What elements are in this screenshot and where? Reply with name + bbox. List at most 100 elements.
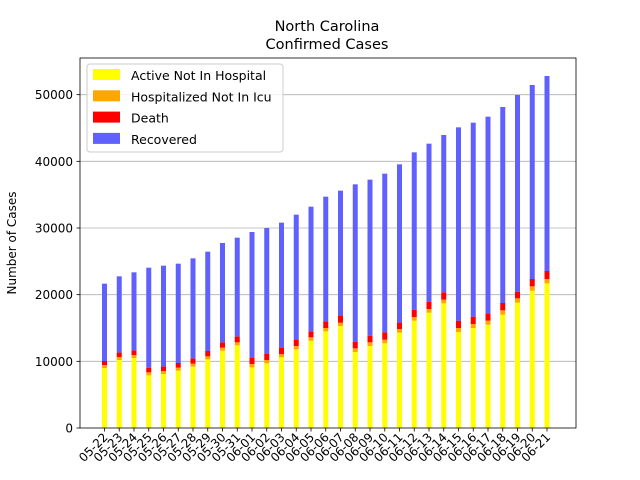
- bar-segment: [146, 372, 152, 376]
- bar-segment: [102, 283, 107, 361]
- bar-segment: [338, 326, 343, 428]
- bar-segment: [116, 352, 122, 357]
- y-tick-label: 0: [65, 422, 73, 436]
- legend-swatch: [93, 90, 120, 102]
- bar-segment: [529, 290, 535, 428]
- bar-segment: [470, 328, 476, 428]
- y-axis-label: Number of Cases: [5, 191, 19, 294]
- bar-segment: [426, 309, 432, 313]
- bar-segment: [515, 298, 520, 303]
- bar-segment: [234, 345, 240, 428]
- bar-segment: [308, 340, 314, 428]
- chart-title: North Carolina: [275, 19, 380, 35]
- bar-segment: [220, 350, 225, 428]
- bar-segment: [249, 232, 255, 358]
- bar-segment: [308, 206, 314, 332]
- bar-segment: [352, 348, 358, 352]
- bar-segment: [338, 316, 343, 323]
- bar-segment: [426, 301, 432, 309]
- bar-segment: [515, 95, 520, 292]
- y-tick-label: 30000: [35, 222, 73, 236]
- y-tick-label: 20000: [35, 288, 73, 302]
- bar-segment: [411, 320, 417, 428]
- bar-segment: [367, 335, 373, 343]
- bar-segment: [411, 309, 417, 317]
- bar-segment: [456, 127, 461, 321]
- bar-segment: [515, 291, 520, 299]
- bar-segment: [264, 360, 270, 364]
- bar-segment: [146, 267, 152, 368]
- bar-segment: [323, 321, 329, 328]
- bar-segment: [426, 312, 432, 428]
- bar-segment: [279, 354, 284, 358]
- bar-segment: [426, 143, 432, 302]
- bar-segment: [116, 360, 122, 428]
- bar-segment: [249, 367, 255, 428]
- bar-segment: [308, 331, 314, 338]
- bar-segment: [190, 363, 196, 367]
- bar-segment: [102, 361, 107, 365]
- bar-segment: [352, 352, 358, 428]
- legend: Active Not In Hospital Hospitalized Not I…: [86, 63, 284, 153]
- bar-segment: [470, 324, 476, 328]
- bar-segment: [529, 286, 535, 291]
- plot-frame: [79, 57, 577, 429]
- bar-segment: [456, 332, 461, 428]
- bar-segment: [131, 358, 137, 428]
- bar-segment: [293, 214, 299, 340]
- bar-segment: [205, 356, 211, 360]
- bar-segment: [205, 359, 211, 428]
- bar-segment: [161, 366, 166, 371]
- bar-segment: [205, 351, 211, 357]
- bar-segment: [500, 107, 506, 303]
- bar-segment: [470, 316, 476, 324]
- bar-segment: [264, 363, 270, 428]
- bar-segment: [456, 320, 461, 328]
- bar-segment: [411, 152, 417, 310]
- bar-segment: [220, 342, 225, 348]
- bar-segment: [456, 328, 461, 332]
- legend-box: [86, 63, 284, 153]
- bar-segment: [323, 328, 329, 332]
- legend-label: Hospitalized Not In Icu: [131, 89, 272, 104]
- bar-segment: [529, 85, 535, 279]
- bar-segment: [470, 122, 476, 317]
- bar-segment: [279, 222, 284, 348]
- bar-segment: [352, 184, 358, 342]
- bar-segment: [146, 375, 152, 428]
- bar-segment: [397, 332, 402, 428]
- y-tick-label: 50000: [35, 88, 73, 102]
- bar-segment: [411, 317, 417, 321]
- bar-segment: [116, 357, 122, 360]
- bar-segment: [161, 371, 166, 374]
- bar-segment: [205, 251, 211, 351]
- bar-segment: [397, 164, 402, 323]
- bar-segment: [500, 314, 506, 428]
- bar-segment: [515, 302, 520, 428]
- bar-segment: [500, 310, 506, 315]
- bar-segment: [175, 370, 181, 428]
- bar-segment: [116, 276, 122, 353]
- bar-segment: [544, 279, 550, 284]
- bar-segment: [131, 272, 137, 351]
- bar-segment: [544, 283, 550, 428]
- bar-segment: [441, 303, 447, 428]
- bar-segment: [264, 354, 270, 360]
- bar-segment: [279, 348, 284, 354]
- bar-segment: [382, 339, 388, 344]
- legend-swatch: [93, 69, 120, 80]
- bar-segment: [352, 341, 358, 349]
- bar-segment: [397, 322, 402, 329]
- bar-segment: [293, 340, 299, 346]
- bar-segment: [161, 265, 166, 367]
- bar-segment: [544, 271, 550, 279]
- legend-swatch: [93, 132, 120, 144]
- bar-segment: [175, 363, 181, 368]
- legend-label: Death: [131, 111, 169, 126]
- legend-label: Recovered: [131, 132, 197, 147]
- bar-segment: [367, 179, 373, 336]
- bar-segment: [190, 258, 196, 359]
- bar-segment: [175, 263, 181, 363]
- bar-segment: [485, 116, 491, 314]
